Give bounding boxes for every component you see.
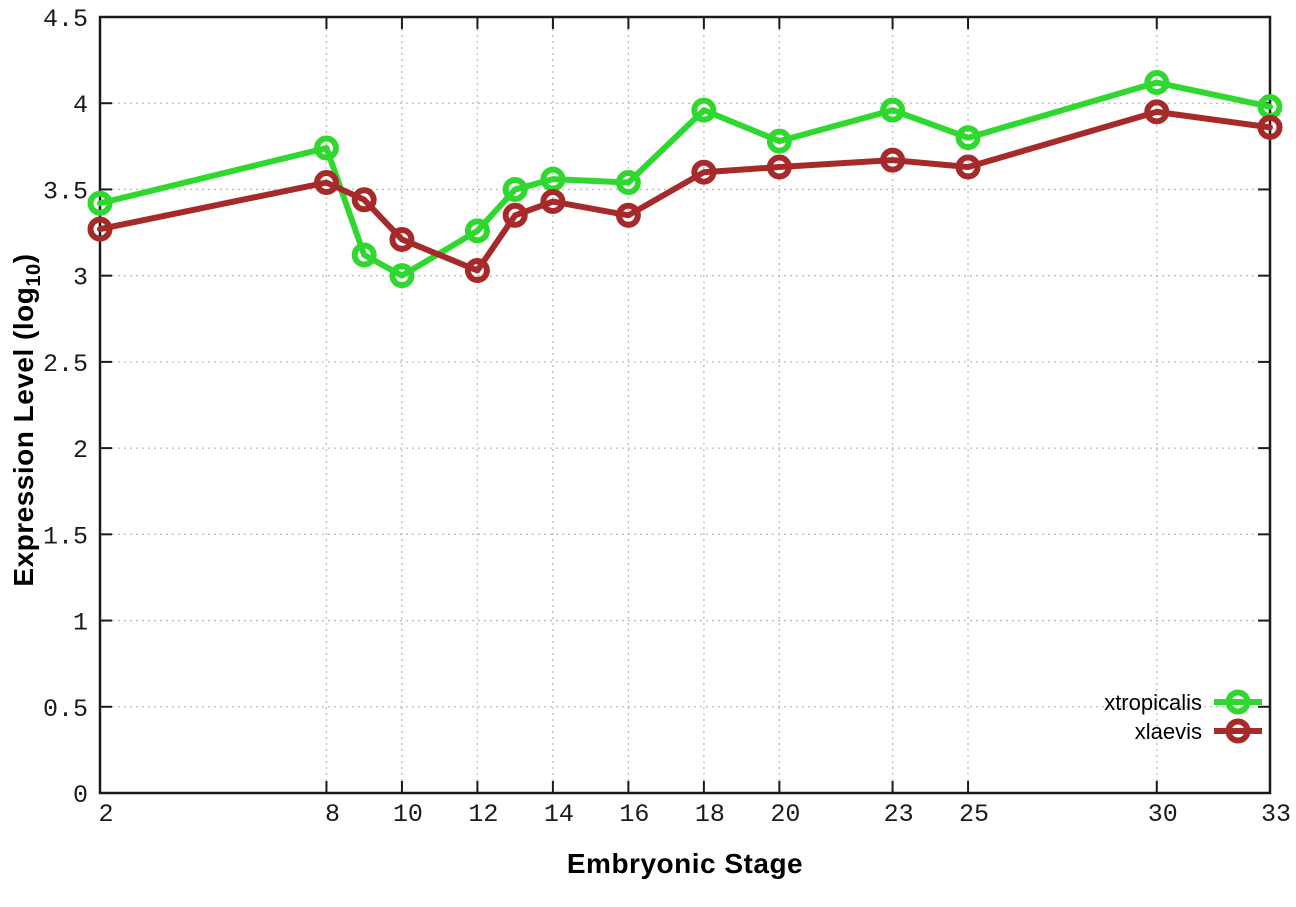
y-tick-label: 2.5: [43, 350, 88, 379]
data-point-xtropicalis: [1144, 70, 1170, 96]
x-tick-label: 25: [959, 800, 989, 829]
data-point-xtropicalis: [691, 97, 717, 123]
data-point-xlaevis: [313, 170, 339, 196]
x-tick-label: 33: [1261, 800, 1291, 829]
legend-label-xlaevis: xlaevis: [1135, 719, 1202, 744]
y-tick-label: 1: [73, 609, 88, 638]
data-point-xtropicalis: [351, 242, 377, 268]
data-point-xlaevis: [766, 154, 792, 180]
data-point-xtropicalis: [540, 166, 566, 192]
x-axis-title: Embryonic Stage: [566, 848, 804, 879]
y-tick-label: 3: [73, 264, 88, 293]
data-point-xlaevis: [502, 202, 528, 228]
data-point-xlaevis: [691, 159, 717, 185]
x-tick-label: 20: [770, 800, 800, 829]
x-tick-label: 30: [1148, 800, 1178, 829]
y-tick-label: 0.5: [43, 695, 88, 724]
data-point-xtropicalis: [87, 190, 113, 216]
legend-marker-xtropicalis: [1225, 689, 1251, 715]
y-axis-title-close: ): [8, 253, 40, 264]
data-point-xlaevis: [955, 154, 981, 180]
data-point-xlaevis: [540, 189, 566, 215]
data-point-xtropicalis: [880, 97, 906, 123]
x-tick-label: 12: [468, 800, 498, 829]
data-point-xtropicalis: [502, 176, 528, 202]
data-point-xlaevis: [1144, 99, 1170, 125]
data-point-xlaevis: [351, 187, 377, 213]
x-tick-label: 16: [619, 800, 649, 829]
y-tick-label: 2: [73, 436, 88, 465]
series-line-xlaevis: [97, 108, 1273, 274]
data-point-xlaevis: [880, 147, 906, 173]
y-axis-title-text: Expression Level (log: [8, 286, 40, 587]
y-tick-label: 1.5: [43, 522, 88, 551]
data-point-xtropicalis: [389, 263, 415, 289]
x-tick-label: 14: [544, 800, 574, 829]
data-point-xlaevis: [87, 216, 113, 242]
data-point-xlaevis: [389, 226, 415, 252]
y-tick-label: 4.5: [43, 5, 88, 34]
data-point-xtropicalis: [955, 125, 981, 151]
data-point-xlaevis: [464, 257, 490, 283]
data-point-xtropicalis: [766, 128, 792, 154]
legend-label-xtropicalis: xtropicalis: [1104, 690, 1202, 715]
series-line-xtropicalis: [97, 79, 1273, 279]
x-tick-label: 10: [393, 800, 423, 829]
data-point-xtropicalis: [615, 170, 641, 196]
y-axis-title: Expression Level (log10): [8, 253, 46, 586]
y-axis-title-subscript: 10: [22, 263, 45, 287]
x-tick-label: 2: [98, 800, 113, 829]
x-tick-label: 18: [695, 800, 725, 829]
y-tick-label: 4: [73, 91, 88, 120]
data-point-xlaevis: [615, 202, 641, 228]
data-point-xtropicalis: [313, 135, 339, 161]
y-tick-label: 3.5: [43, 177, 88, 206]
data-point-xlaevis: [1257, 114, 1283, 140]
x-tick-label: 23: [884, 800, 914, 829]
plot-border: [98, 15, 1272, 795]
y-tick-label: 0: [73, 781, 88, 810]
legend-marker-xlaevis: [1225, 718, 1251, 744]
data-point-xtropicalis: [464, 218, 490, 244]
x-tick-label: 8: [325, 800, 340, 829]
